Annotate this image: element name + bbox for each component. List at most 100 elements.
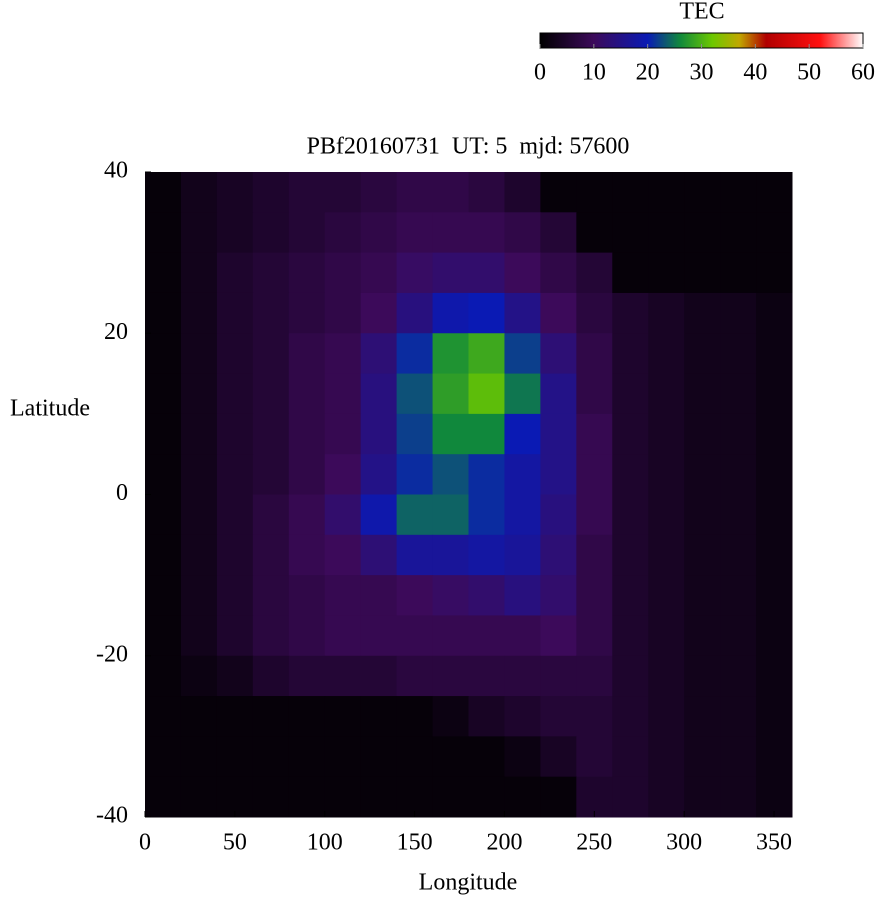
- heatmap-cell: [252, 172, 290, 213]
- heatmap-cell: [360, 776, 398, 818]
- y-tick-label: 20: [104, 319, 128, 345]
- heatmap-cell: [612, 575, 649, 616]
- heatmap-cell: [432, 696, 469, 737]
- x-tick-label: 200: [486, 830, 522, 856]
- heatmap-cell: [180, 212, 218, 254]
- heatmap-cell: [648, 575, 685, 616]
- heatmap-cell: [324, 333, 362, 375]
- heatmap-cell: [684, 776, 721, 818]
- heatmap-cell: [216, 373, 254, 415]
- heatmap-cell: [360, 252, 398, 294]
- heatmap-cell: [576, 454, 613, 495]
- heatmap-cell: [468, 413, 505, 455]
- heatmap-cell: [684, 575, 721, 616]
- heatmap-cell: [396, 615, 434, 657]
- heatmap-cell: [252, 292, 290, 334]
- heatmap-cell: [540, 292, 577, 334]
- heatmap-cell: [180, 655, 218, 697]
- heatmap-cell: [720, 454, 757, 495]
- heatmap-cell: [216, 292, 254, 334]
- colorbar-tick-label: 10: [582, 60, 606, 86]
- heatmap-cell: [145, 615, 182, 657]
- heatmap-cell: [324, 252, 362, 294]
- heatmap-cell: [684, 252, 721, 294]
- heatmap-cell: [576, 212, 613, 254]
- heatmap-cell: [504, 696, 541, 737]
- heatmap-cell: [756, 575, 793, 616]
- heatmap-cell: [468, 454, 505, 495]
- heatmap-cell: [504, 575, 541, 616]
- heatmap-cell: [648, 413, 685, 455]
- heatmap-cell: [288, 172, 326, 213]
- heatmap-cell: [180, 373, 218, 415]
- heatmap-cell: [324, 696, 362, 737]
- heatmap-cell: [648, 333, 685, 375]
- heatmap-cell: [324, 615, 362, 657]
- heatmap-cell: [504, 454, 541, 495]
- heatmap-cell: [540, 373, 577, 415]
- heatmap-cell: [576, 373, 613, 415]
- heatmap-cell: [612, 655, 649, 697]
- heatmap-cell: [180, 413, 218, 455]
- heatmap-cell: [684, 696, 721, 737]
- heatmap-cell: [252, 373, 290, 415]
- heatmap-cell: [288, 333, 326, 375]
- heatmap-cell: [288, 454, 326, 495]
- heatmap-cell: [504, 373, 541, 415]
- heatmap-cell: [576, 696, 613, 737]
- heatmap-cell: [145, 373, 182, 415]
- heatmap-cell: [216, 655, 254, 697]
- heatmap-cell: [612, 212, 649, 254]
- heatmap-cell: [180, 736, 218, 778]
- heatmap-cell: [396, 373, 434, 415]
- heatmap-cell: [288, 494, 326, 536]
- heatmap-cell: [360, 534, 398, 576]
- heatmap-cell: [145, 575, 182, 616]
- heatmap-cell: [432, 413, 469, 455]
- heatmap-cell: [396, 413, 434, 455]
- heatmap-cell: [504, 655, 541, 697]
- heatmap-cell: [252, 776, 290, 818]
- heatmap-cell: [504, 494, 541, 536]
- x-tick-label: 50: [223, 830, 247, 856]
- heatmap-cell: [720, 292, 757, 334]
- heatmap-cell: [288, 373, 326, 415]
- heatmap-cell: [324, 172, 362, 213]
- heatmap-cell: [720, 534, 757, 576]
- heatmap-cell: [216, 736, 254, 778]
- heatmap-cell: [756, 776, 793, 818]
- heatmap-cell: [504, 534, 541, 576]
- heatmap-cell: [432, 736, 469, 778]
- heatmap-cell: [720, 655, 757, 697]
- heatmap-cell: [648, 373, 685, 415]
- heatmap-cell: [396, 534, 434, 576]
- heatmap-cell: [360, 212, 398, 254]
- heatmap-cell: [648, 655, 685, 697]
- heatmap-cell: [504, 252, 541, 294]
- heatmap-cell: [540, 575, 577, 616]
- heatmap-cell: [684, 494, 721, 536]
- heatmap-cell: [576, 776, 613, 818]
- heatmap-cell: [145, 172, 182, 213]
- heatmap-cell: [396, 212, 434, 254]
- heatmap-cell: [720, 696, 757, 737]
- heatmap-cell: [612, 413, 649, 455]
- heatmap-cell: [576, 575, 613, 616]
- heatmap-cell: [468, 333, 505, 375]
- heatmap-cell: [540, 413, 577, 455]
- heatmap-cell: [684, 373, 721, 415]
- heatmap-cell: [324, 373, 362, 415]
- heatmap-cell: [324, 655, 362, 697]
- heatmap-cell: [576, 333, 613, 375]
- heatmap-cell: [360, 615, 398, 657]
- heatmap-cell: [432, 212, 469, 254]
- heatmap-cell: [432, 615, 469, 657]
- heatmap-cell: [468, 776, 505, 818]
- heatmap-cell: [504, 172, 541, 213]
- heatmap-cell: [504, 615, 541, 657]
- heatmap-cell: [612, 454, 649, 495]
- heatmap-cell: [468, 615, 505, 657]
- heatmap-cell: [576, 413, 613, 455]
- heatmap-cell: [288, 776, 326, 818]
